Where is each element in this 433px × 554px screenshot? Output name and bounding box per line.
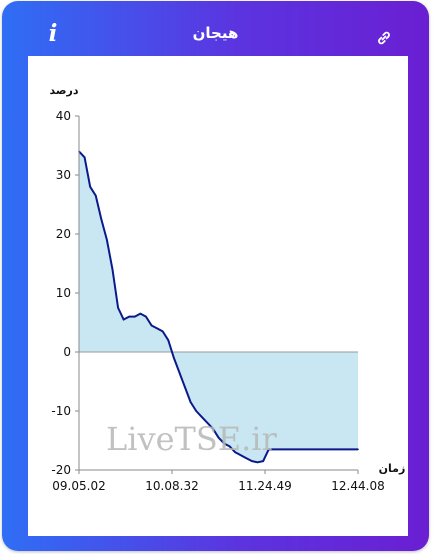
data-point [234,451,237,454]
header: i هیجان [2,1,429,57]
data-point [117,306,119,309]
data-point [223,442,225,445]
data-point [351,448,354,451]
data-point [167,339,170,342]
data-point [318,448,320,451]
y-tick-label: 20 [56,227,71,241]
data-point [122,318,125,321]
plot-area [78,150,359,464]
data-point [273,448,276,451]
data-point [228,445,231,448]
data-point [83,156,86,159]
data-point [128,315,131,318]
y-tick-label: -10 [51,404,71,418]
data-point [251,460,253,462]
data-point [156,327,158,330]
data-point [357,448,359,451]
data-point [301,448,304,451]
y-tick-label: -20 [51,463,71,477]
data-point [94,194,97,197]
data-point [290,448,292,451]
data-point [195,410,197,412]
data-point [245,457,248,460]
app-window: i هیجان 40 30 20 10 0 -10 -20 09.05.02 10.08.32… [2,1,429,551]
emotion-chart: 40 30 20 10 0 -10 -20 09.05.02 10.08.32 11.24.49… [50,84,406,493]
x-axis-title: زمان [379,462,406,475]
watermark: LiveTSE.ir [106,420,278,458]
data-point [139,312,142,315]
data-point [217,436,220,439]
data-point [323,448,326,451]
x-tick-label: 10.08.32 [145,479,198,493]
data-point [306,448,309,451]
y-axis-title: درصد [50,84,79,97]
x-tick-label: 11.24.49 [238,479,291,493]
data-point [346,448,348,451]
data-point [295,448,298,451]
data-point [134,315,136,318]
y-tick-label: 10 [56,286,71,300]
data-point [340,448,343,451]
info-icon[interactable]: i [48,20,58,47]
y-tick-label: 0 [63,345,71,359]
x-tick-label: 09.05.02 [52,479,105,493]
x-axis: 09.05.02 10.08.32 11.24.49 12.44.08 [52,469,385,493]
data-point [240,454,242,457]
data-point [262,460,264,462]
data-point [312,448,315,451]
y-axis: 40 30 20 10 0 -10 -20 [51,109,80,477]
data-point [89,186,91,188]
page-title: هیجان [192,24,239,42]
data-point [206,422,209,424]
y-tick-label: 40 [56,109,71,123]
data-point [100,218,103,221]
y-tick-label: 30 [56,168,71,182]
data-point [184,386,186,389]
data-point [212,427,214,430]
data-point [161,330,164,333]
link-icon[interactable] [375,29,393,47]
data-point [256,461,259,464]
data-point [178,371,181,374]
data-point [284,448,287,451]
data-point [200,416,203,418]
chart-panel: 40 30 20 10 0 -10 -20 09.05.02 10.08.32 11.24.49… [28,56,408,536]
data-point [329,448,331,451]
data-point [111,268,114,271]
data-point [150,324,153,327]
data-point [267,448,270,451]
data-point [173,357,175,359]
data-point [279,448,281,451]
data-point [145,315,147,318]
data-point [334,448,337,451]
data-point [189,401,192,403]
x-tick-label: 12.44.08 [331,479,384,493]
data-point [106,239,108,241]
area-fill [79,151,358,463]
